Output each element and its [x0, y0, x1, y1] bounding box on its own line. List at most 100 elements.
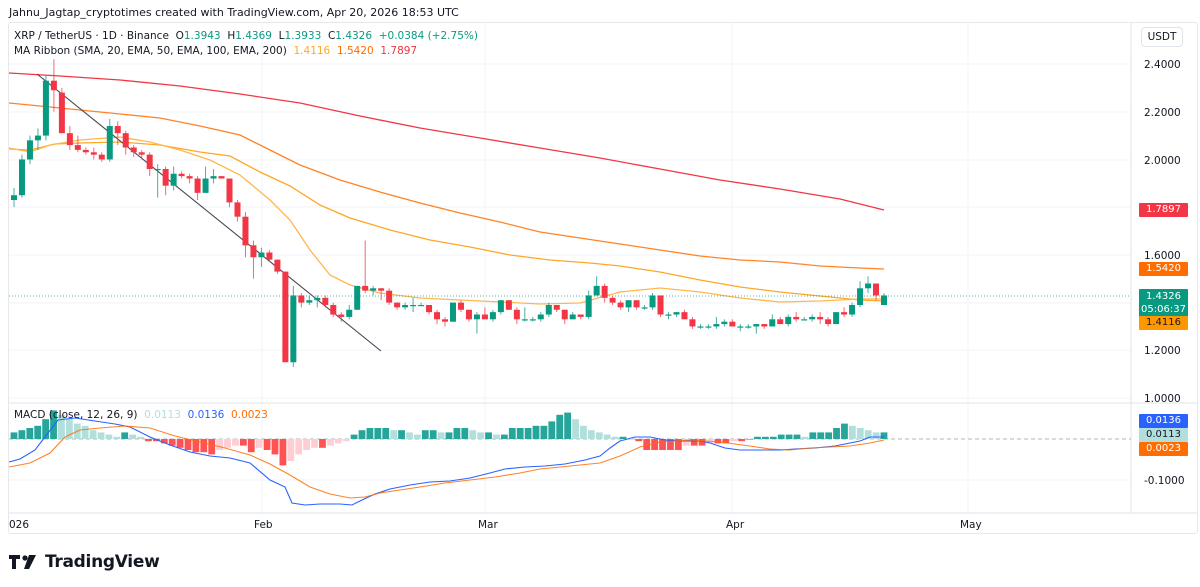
candle	[689, 319, 696, 327]
candle	[577, 314, 584, 317]
candle	[505, 300, 512, 310]
candle	[673, 312, 680, 315]
candle	[801, 319, 808, 321]
symbol-title: XRP / TetherUS · 1D · Binance	[14, 30, 169, 42]
ema100-price-tag: 1.5420	[1139, 262, 1188, 276]
svg-text:May: May	[960, 519, 982, 531]
candle	[881, 295, 887, 305]
hist-price-tag: 0.0113	[1139, 428, 1188, 442]
svg-text:2.4000: 2.4000	[1144, 59, 1181, 71]
high-value: 1.4369	[235, 30, 272, 42]
trend-line[interactable]	[36, 73, 382, 352]
ema200-price-tag: 1.7897	[1139, 203, 1188, 217]
candle	[561, 309, 568, 320]
candle	[529, 319, 536, 321]
candle	[849, 304, 856, 315]
candle	[761, 324, 768, 327]
candle	[497, 300, 504, 313]
close-value: 1.4326	[335, 30, 373, 42]
candle	[521, 319, 528, 321]
macd-legend[interactable]: MACD (close, 12, 26, 9) 0.0113 0.0136 0.…	[14, 409, 268, 421]
candle	[457, 302, 464, 310]
candle	[394, 302, 401, 308]
signal-line	[8, 425, 885, 499]
svg-text:Mar: Mar	[478, 519, 498, 531]
candle	[841, 312, 848, 315]
candlestick-series	[11, 59, 887, 368]
symbol-legend[interactable]: XRP / TetherUS · 1D · Binance O1.3943 H1…	[14, 29, 478, 59]
candle	[58, 92, 65, 134]
candle	[306, 300, 313, 303]
macd-line-value: 0.0136	[187, 409, 225, 421]
sma20-price-tag: 1.4116	[1139, 316, 1188, 330]
macd-line	[8, 417, 884, 506]
candle	[266, 252, 273, 260]
candle	[226, 178, 233, 203]
candle	[865, 283, 872, 289]
svg-text:1.6000: 1.6000	[1144, 250, 1181, 262]
candle	[154, 168, 161, 171]
candle	[66, 133, 73, 146]
candle	[210, 176, 217, 179]
candle	[617, 302, 624, 308]
ma-ribbon-row[interactable]: MA Ribbon (SMA, 20, EMA, 50, EMA, 100, E…	[14, 44, 478, 59]
candle	[545, 304, 552, 315]
candle	[122, 133, 129, 148]
candle	[274, 259, 281, 272]
candle	[202, 178, 209, 193]
candle	[825, 319, 832, 325]
candle	[625, 300, 632, 308]
candle	[258, 252, 265, 258]
candle	[641, 307, 648, 309]
candle	[609, 297, 616, 303]
tradingview-logo[interactable]: TradingView	[9, 552, 160, 572]
svg-text:2.2000: 2.2000	[1144, 107, 1181, 119]
candle	[11, 195, 17, 201]
macd-hist-value: 0.0113	[144, 409, 181, 421]
candle	[713, 324, 720, 327]
currency-button[interactable]: USDT	[1141, 27, 1183, 47]
candle	[186, 176, 193, 179]
candle	[194, 178, 201, 193]
open-value: 1.3943	[183, 30, 221, 42]
symbol-row: XRP / TetherUS · 1D · Binance O1.3943 H1…	[14, 30, 478, 42]
ema50-line	[8, 141, 885, 302]
time-axis[interactable]: 026 Feb Mar Apr May	[9, 519, 982, 531]
candle	[569, 314, 576, 320]
candle	[737, 326, 744, 328]
candle	[745, 326, 752, 328]
candle	[593, 285, 600, 296]
candle	[649, 295, 656, 308]
candle	[346, 309, 353, 317]
candle	[729, 321, 736, 327]
signal-price-tag: 0.0023	[1139, 442, 1188, 456]
price-axis[interactable]: 2.4000 2.2000 2.0000 1.6000 1.2000 1.000…	[1144, 59, 1185, 487]
svg-text:1.0000: 1.0000	[1144, 393, 1181, 405]
candle	[170, 173, 177, 186]
candle	[338, 314, 345, 317]
candle	[697, 326, 704, 328]
candle	[657, 295, 664, 315]
candle	[322, 297, 329, 305]
candle	[553, 304, 560, 310]
candle	[809, 316, 816, 320]
candle	[418, 304, 425, 307]
macd-price-tag: 0.0136	[1139, 414, 1188, 428]
candle	[98, 154, 105, 160]
tradingview-logo-icon	[9, 555, 36, 569]
chart-frame	[8, 22, 1198, 534]
candle	[665, 314, 672, 316]
candle	[354, 285, 361, 310]
candle	[34, 135, 41, 141]
svg-text:2.0000: 2.0000	[1144, 155, 1181, 167]
candle	[817, 316, 824, 320]
macd-label: MACD (close, 12, 26, 9)	[14, 409, 138, 421]
candle	[601, 285, 608, 298]
candle	[18, 159, 25, 196]
candle	[250, 245, 257, 258]
candle	[74, 145, 81, 150]
candle	[442, 319, 449, 322]
svg-text:Apr: Apr	[726, 519, 745, 531]
candle	[146, 154, 153, 169]
